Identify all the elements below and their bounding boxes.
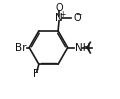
Text: F: F (33, 69, 39, 79)
Text: +: + (60, 10, 66, 19)
Text: −: − (75, 10, 81, 19)
Text: O: O (74, 13, 82, 23)
Text: Br: Br (15, 43, 27, 53)
Text: NH: NH (75, 43, 91, 53)
Text: N: N (55, 13, 63, 23)
Text: O: O (55, 3, 63, 13)
